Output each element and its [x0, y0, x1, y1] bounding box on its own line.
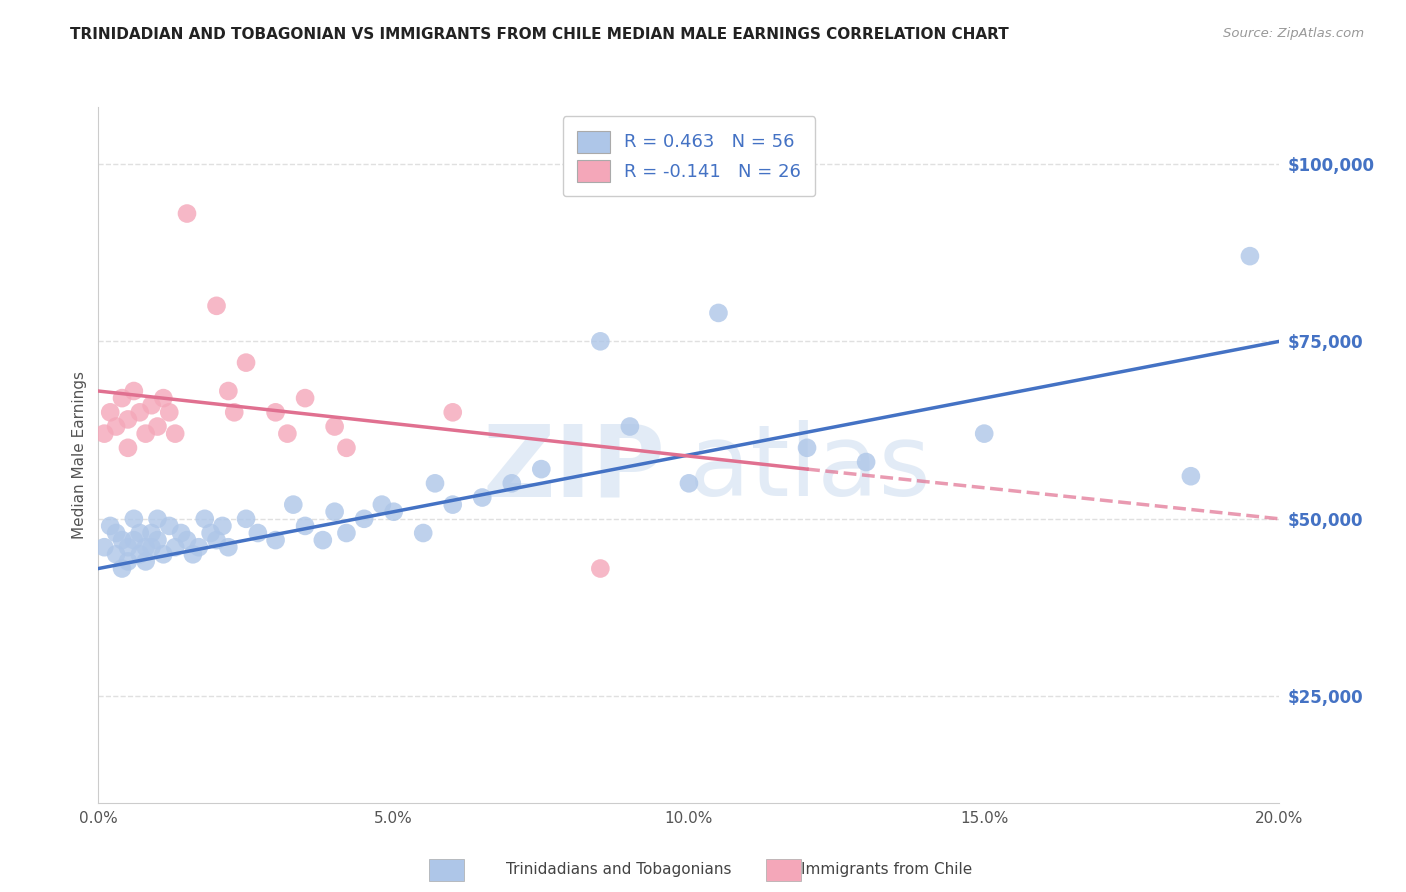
- Point: [200, 526, 222, 541]
- Point: [93, 426, 115, 441]
- Point: [117, 441, 139, 455]
- Point: [335, 441, 357, 455]
- Point: [122, 512, 145, 526]
- Point: [353, 512, 375, 526]
- Point: [152, 391, 174, 405]
- Point: [323, 419, 346, 434]
- Point: [111, 561, 134, 575]
- Point: [146, 533, 169, 548]
- Point: [796, 441, 818, 455]
- Point: [283, 498, 305, 512]
- Point: [170, 526, 193, 541]
- Point: [157, 519, 180, 533]
- Point: [105, 547, 128, 561]
- Point: [1180, 469, 1202, 483]
- Point: [678, 476, 700, 491]
- Y-axis label: Median Male Earnings: Median Male Earnings: [72, 371, 87, 539]
- Point: [246, 526, 269, 541]
- Point: [141, 398, 163, 412]
- Point: [141, 526, 163, 541]
- Text: ZIP: ZIP: [482, 420, 665, 517]
- Legend: R = 0.463   N = 56, R = -0.141   N = 26: R = 0.463 N = 56, R = -0.141 N = 26: [562, 116, 815, 196]
- Point: [157, 405, 180, 419]
- Text: Immigrants from Chile: Immigrants from Chile: [801, 863, 973, 877]
- Point: [176, 206, 198, 220]
- Point: [117, 554, 139, 568]
- Point: [530, 462, 553, 476]
- Text: TRINIDADIAN AND TOBAGONIAN VS IMMIGRANTS FROM CHILE MEDIAN MALE EARNINGS CORRELA: TRINIDADIAN AND TOBAGONIAN VS IMMIGRANTS…: [70, 27, 1010, 42]
- Point: [211, 519, 233, 533]
- Point: [117, 540, 139, 554]
- Point: [165, 426, 187, 441]
- Point: [117, 412, 139, 426]
- Point: [122, 384, 145, 398]
- Point: [423, 476, 446, 491]
- Point: [294, 519, 316, 533]
- Point: [501, 476, 523, 491]
- Point: [152, 547, 174, 561]
- Point: [371, 498, 394, 512]
- Point: [323, 505, 346, 519]
- Point: [235, 512, 257, 526]
- Point: [312, 533, 335, 548]
- Point: [187, 540, 209, 554]
- Point: [135, 554, 157, 568]
- Point: [382, 505, 405, 519]
- Point: [98, 405, 121, 419]
- Point: [181, 547, 204, 561]
- Point: [335, 526, 357, 541]
- Point: [224, 405, 246, 419]
- Point: [264, 533, 287, 548]
- Point: [264, 405, 287, 419]
- Point: [111, 391, 134, 405]
- Point: [135, 540, 157, 554]
- Point: [128, 526, 150, 541]
- Point: [194, 512, 217, 526]
- Point: [619, 419, 641, 434]
- Point: [441, 498, 464, 512]
- Point: [105, 419, 128, 434]
- Point: [589, 334, 612, 349]
- Point: [141, 540, 163, 554]
- Point: [294, 391, 316, 405]
- Text: atlas: atlas: [689, 420, 931, 517]
- Text: Source: ZipAtlas.com: Source: ZipAtlas.com: [1223, 27, 1364, 40]
- Point: [98, 519, 121, 533]
- Point: [146, 419, 169, 434]
- Point: [471, 491, 494, 505]
- Point: [217, 384, 239, 398]
- Point: [176, 533, 198, 548]
- Point: [111, 533, 134, 548]
- Point: [217, 540, 239, 554]
- Point: [165, 540, 187, 554]
- Point: [707, 306, 730, 320]
- Point: [105, 526, 128, 541]
- Point: [276, 426, 298, 441]
- Text: Trinidadians and Tobagonians: Trinidadians and Tobagonians: [506, 863, 731, 877]
- Point: [122, 533, 145, 548]
- Point: [128, 547, 150, 561]
- Point: [128, 405, 150, 419]
- Point: [412, 526, 434, 541]
- Point: [855, 455, 877, 469]
- Point: [973, 426, 995, 441]
- Point: [235, 356, 257, 370]
- Point: [205, 533, 228, 548]
- Point: [589, 561, 612, 575]
- Point: [205, 299, 228, 313]
- Point: [146, 512, 169, 526]
- Point: [135, 426, 157, 441]
- Point: [441, 405, 464, 419]
- Point: [93, 540, 115, 554]
- Point: [1239, 249, 1261, 263]
